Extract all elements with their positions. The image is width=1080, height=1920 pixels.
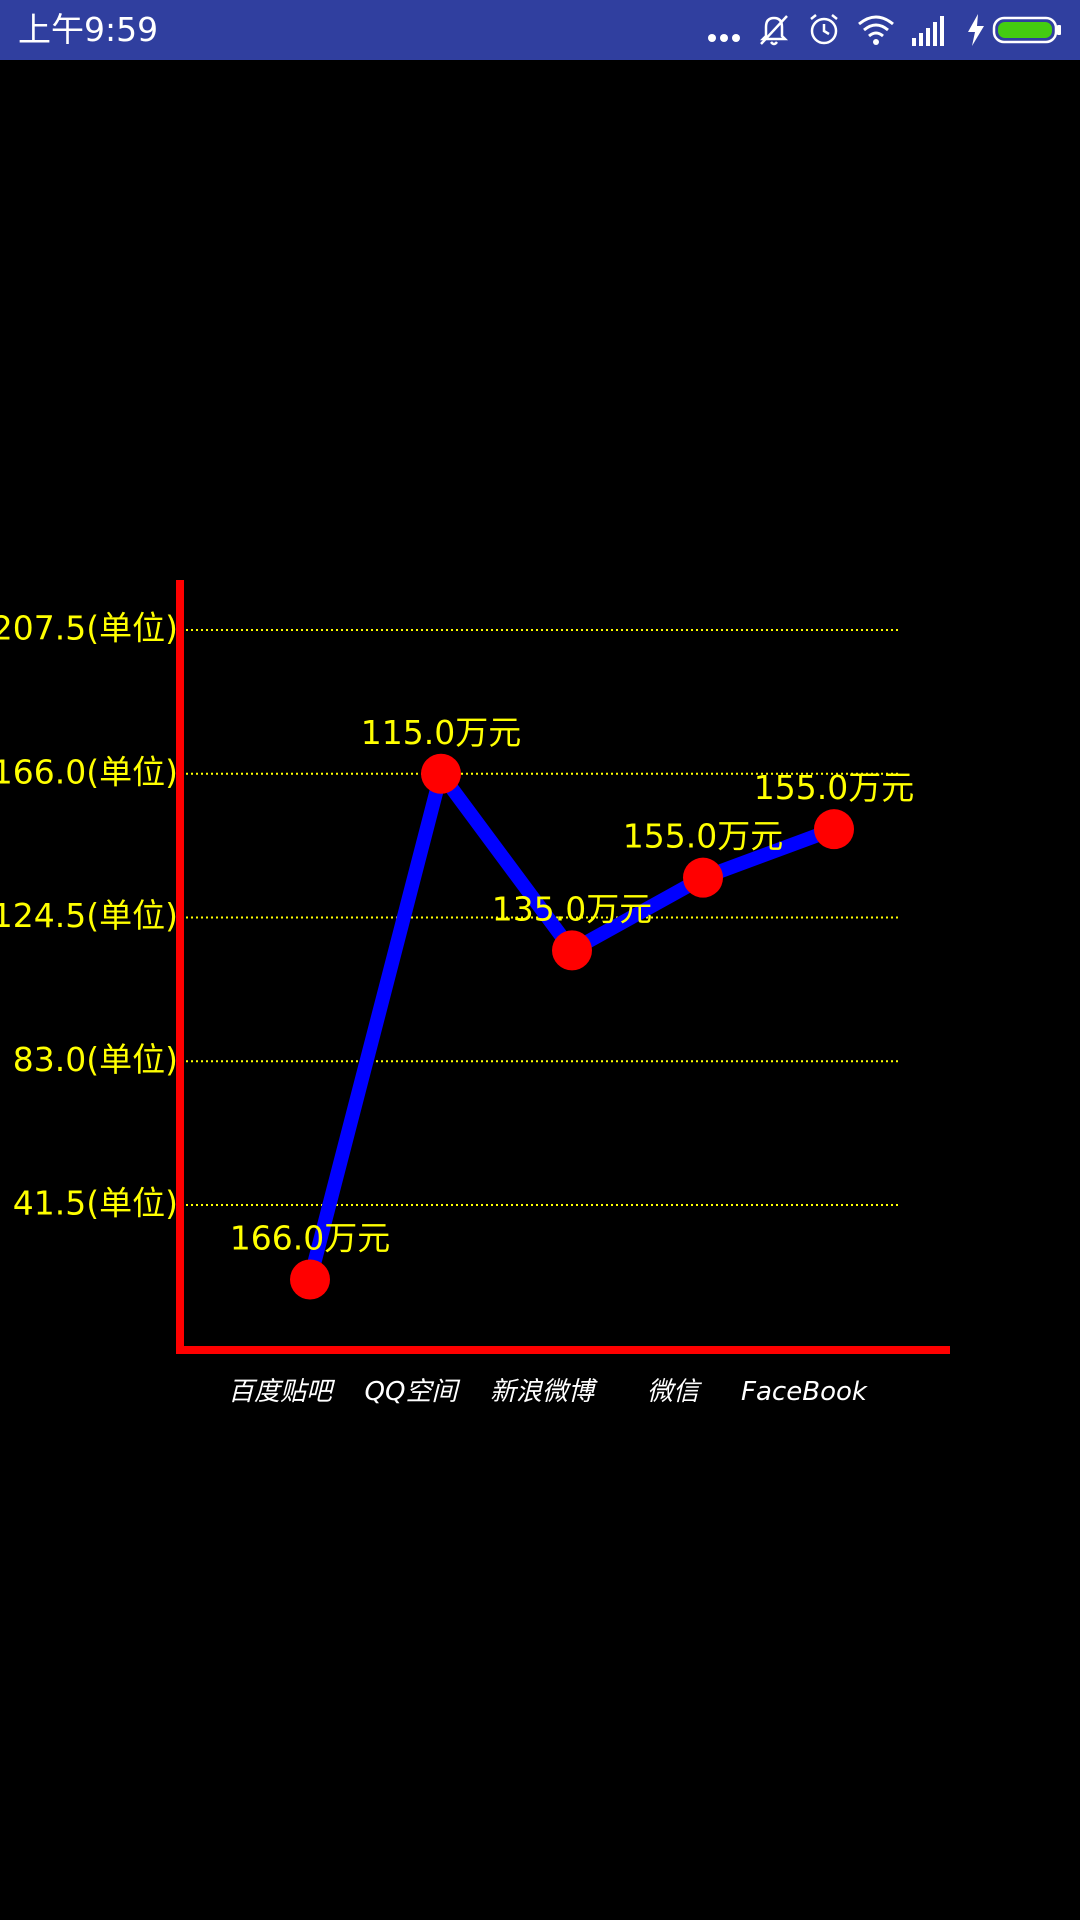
- point-label: 135.0万元: [492, 889, 652, 928]
- data-point: [814, 809, 854, 850]
- point-label: 166.0万元: [230, 1218, 390, 1257]
- charging-icon: [968, 14, 984, 46]
- status-time: 上午9:59: [18, 10, 159, 49]
- data-point: [552, 930, 592, 971]
- y-tick-label: 41.5(单位): [13, 1184, 178, 1223]
- y-tick-label: 124.5(单位): [0, 896, 178, 935]
- x-category-label: 微信: [647, 1377, 703, 1407]
- signal-icon: [912, 16, 944, 46]
- y-tick-label: 83.0(单位): [13, 1040, 178, 1079]
- data-point: [290, 1259, 330, 1300]
- data-point: [421, 753, 461, 794]
- mute-icon: [759, 15, 789, 46]
- y-tick-label: 166.0(单位): [0, 752, 178, 791]
- x-category-label: 新浪微博: [490, 1377, 598, 1407]
- data-point: [683, 857, 723, 898]
- battery-icon: [992, 16, 1061, 44]
- point-label: 115.0万元: [361, 713, 521, 752]
- x-category-label: FaceBook: [741, 1377, 868, 1407]
- status-bar: 上午9:59: [0, 0, 1080, 60]
- more-dots-icon: [708, 34, 740, 42]
- x-category-label: QQ空间: [365, 1377, 461, 1407]
- wifi-icon: [858, 15, 894, 45]
- point-label: 155.0万元: [623, 817, 783, 856]
- y-tick-label: 207.5(单位): [0, 609, 178, 648]
- x-category-label: 百度贴吧: [228, 1377, 336, 1407]
- alarm-icon: [810, 14, 838, 45]
- point-label: 155.0万元: [754, 768, 914, 807]
